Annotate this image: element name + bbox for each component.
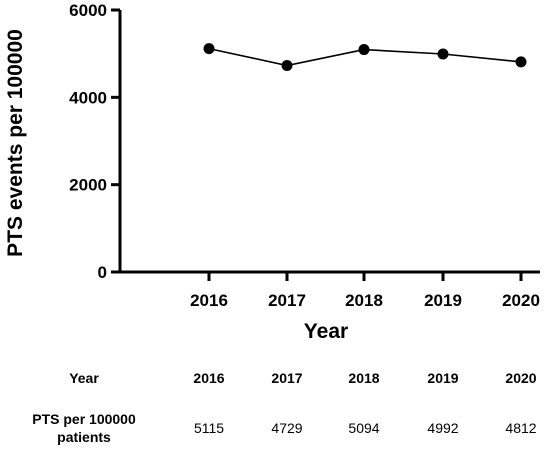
line-chart: 0 2000 4000 6000 2016 2017 2018 2019 2020 PTS ev… — [4, 1, 540, 343]
data-point-2019 — [437, 48, 449, 60]
ticks: 0 2000 4000 6000 2016 2017 2018 2019 2020 — [69, 1, 540, 310]
data-point-2018 — [358, 44, 370, 56]
y-tick-label-6000: 6000 — [69, 1, 107, 20]
table-year-2016: 2016 — [193, 370, 225, 386]
table-year-2019: 2019 — [427, 370, 459, 386]
x-axis-title: Year — [304, 320, 348, 343]
x-tick-label-2019: 2019 — [424, 291, 462, 310]
table-year-2017: 2017 — [271, 370, 303, 386]
x-tick-label-2016: 2016 — [190, 291, 228, 310]
table-header-label: Year — [69, 370, 99, 386]
table-value-2020: 4812 — [505, 420, 537, 436]
table-year-2018: 2018 — [348, 370, 380, 386]
axes — [118, 10, 540, 274]
table-value-2019: 4992 — [427, 420, 459, 436]
table-year-2020: 2020 — [505, 370, 537, 386]
y-tick-label-2000: 2000 — [69, 176, 107, 195]
data-point-2020 — [515, 56, 527, 68]
series-line — [203, 43, 527, 72]
y-tick-label-0: 0 — [98, 263, 107, 282]
data-point-2017 — [281, 60, 293, 72]
table-value-2016: 5115 — [193, 420, 225, 436]
y-tick-label-4000: 4000 — [69, 88, 107, 107]
table-row-label: PTS per 100000 patients — [32, 410, 136, 446]
table-value-2017: 4729 — [271, 420, 303, 436]
table-row-label-line2: patients — [57, 429, 111, 445]
table-row-label-line1: PTS per 100000 — [32, 411, 136, 427]
x-tick-label-2018: 2018 — [345, 291, 383, 310]
x-tick-label-2017: 2017 — [268, 291, 306, 310]
data-table: Year 2016 2017 2018 2019 2020 PTS per 10… — [0, 355, 550, 451]
table-value-2018: 5094 — [348, 420, 380, 436]
data-point-2016 — [203, 43, 215, 55]
y-axis-title: PTS events per 100000 — [4, 29, 27, 257]
x-tick-label-2020: 2020 — [502, 291, 540, 310]
